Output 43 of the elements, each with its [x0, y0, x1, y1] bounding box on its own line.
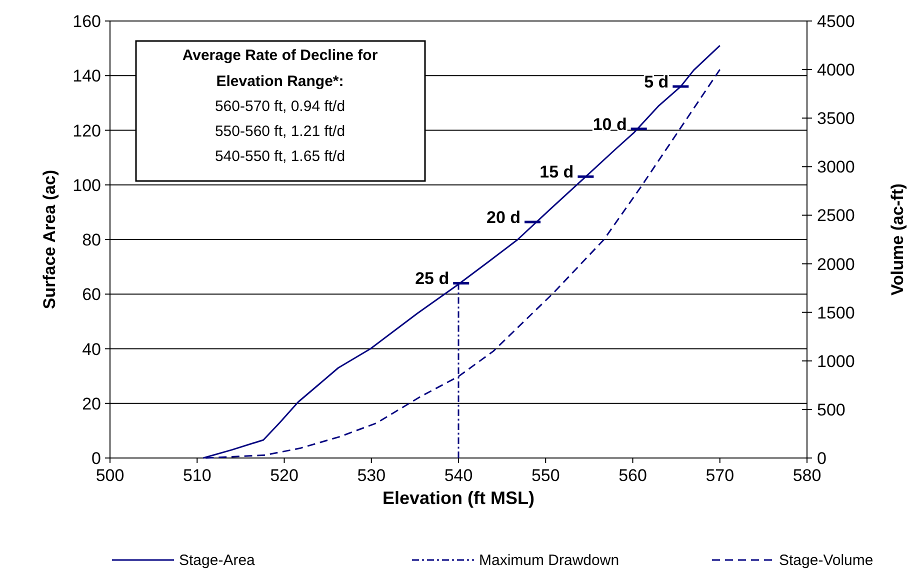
- annotation: 550-560 ft, 1.21 ft/d: [214, 123, 346, 140]
- x-tick-label: 580: [792, 466, 822, 485]
- annotation: 15 d: [540, 162, 574, 182]
- y-tick-label: 40: [82, 340, 101, 359]
- y2-axis-title: Volume (ac-ft): [888, 183, 907, 296]
- x-tick-label: 570: [706, 466, 734, 485]
- y-tick-label: 140: [72, 66, 101, 86]
- legend-label: Stage-Volume: [779, 552, 874, 569]
- y2-tick-label: 1500: [817, 303, 855, 322]
- y2-tick-label: 3000: [817, 158, 855, 177]
- y2-tick-label: 500: [817, 400, 846, 420]
- y2-tick-label: 3500: [817, 109, 855, 128]
- y2-tick-label: 2500: [817, 206, 855, 226]
- y2-tick-label: 0: [817, 449, 826, 468]
- annotation: 560-570 ft, 0.94 ft/d: [214, 98, 346, 115]
- y2-tick-label: 1000: [817, 352, 855, 371]
- y-tick-label: 20: [82, 394, 101, 414]
- x-tick-label: 560: [618, 466, 647, 485]
- y2-tick-label: 4500: [817, 12, 855, 31]
- y-tick-label: 160: [72, 12, 101, 31]
- legend-label: Maximum Drawdown: [479, 552, 620, 569]
- y2-tick-label: 2000: [817, 254, 855, 274]
- x-tick-label: 510: [182, 466, 212, 485]
- annotation: 5 d: [644, 72, 669, 92]
- annotation: 540-550 ft, 1.65 ft/d: [214, 148, 346, 165]
- y-tick-label: 100: [72, 176, 101, 195]
- annotation: 20 d: [486, 208, 521, 228]
- y-tick-label: 0: [92, 449, 101, 468]
- x-tick-label: 550: [531, 466, 560, 485]
- y-tick-label: 120: [72, 121, 101, 140]
- y-tick-label: 80: [82, 230, 101, 250]
- annotation: Average Rate of Decline for Elevation Range*:: [182, 47, 378, 90]
- annotation: 25 d: [415, 269, 450, 288]
- y2-tick-label: 4000: [817, 60, 855, 80]
- x-tick-label: 500: [96, 466, 124, 485]
- x-tick-label: 540: [444, 466, 473, 485]
- y-axis-title: Surface Area (ac): [40, 170, 59, 310]
- legend-label: Stage-Area: [179, 552, 256, 569]
- x-tick-label: 520: [270, 466, 298, 485]
- x-axis-title: Elevation (ft MSL): [382, 488, 535, 508]
- x-tick-label: 530: [357, 466, 386, 485]
- y-tick-label: 60: [82, 285, 101, 304]
- annotation: 10 d: [592, 114, 627, 134]
